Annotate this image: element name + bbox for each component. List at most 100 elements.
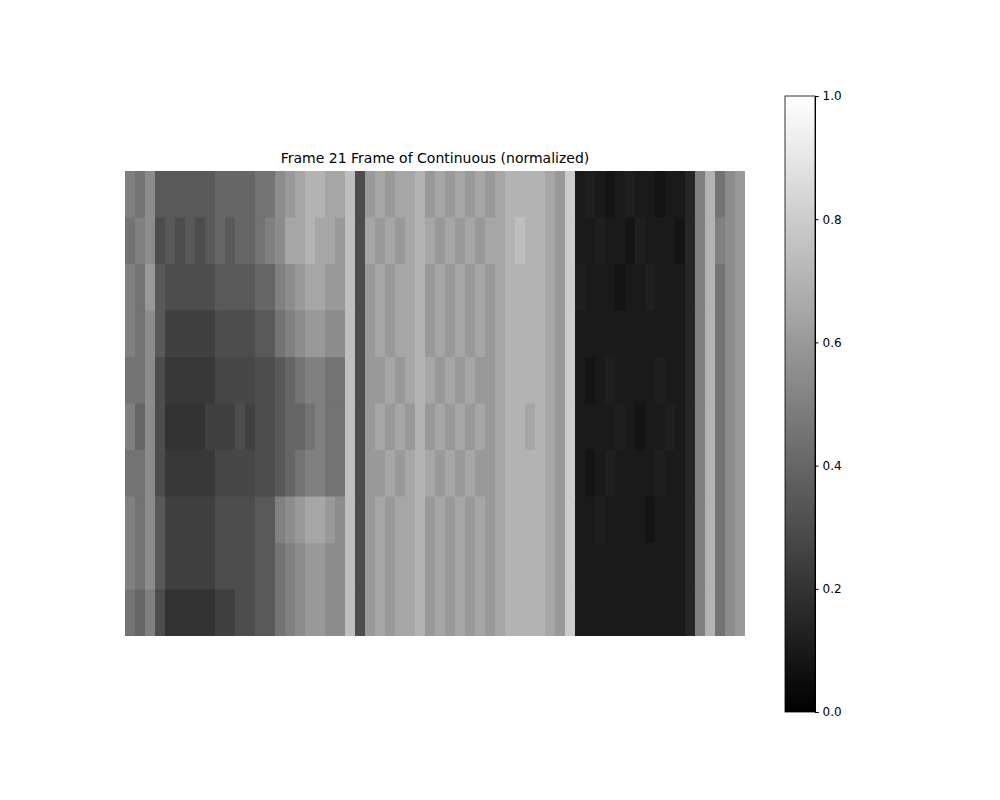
colorbar-tick-mark	[815, 342, 819, 343]
heatmap-cell	[725, 404, 736, 451]
heatmap-cell	[315, 218, 326, 265]
heatmap-cell	[715, 311, 726, 358]
heatmap-cell	[735, 404, 745, 451]
heatmap-cell	[475, 264, 486, 311]
heatmap-cell	[495, 497, 506, 544]
heatmap-cell	[235, 497, 246, 544]
colorbar-tick-mark	[815, 712, 819, 713]
heatmap-cell	[265, 543, 276, 590]
heatmap-cell	[485, 590, 496, 637]
heatmap-cell	[305, 264, 316, 311]
heatmap-cell	[325, 357, 336, 404]
heatmap-cell	[345, 543, 356, 590]
heatmap-cell	[125, 171, 136, 218]
heatmap-cell	[585, 264, 596, 311]
heatmap-cell	[525, 264, 536, 311]
heatmap-cell	[385, 590, 396, 637]
heatmap-cell	[245, 590, 256, 637]
heatmap-cell	[125, 543, 136, 590]
heatmap-cell	[475, 171, 486, 218]
heatmap-cell	[515, 171, 526, 218]
heatmap-cell	[505, 450, 516, 497]
heatmap-cell	[385, 311, 396, 358]
heatmap-cell	[375, 264, 386, 311]
heatmap-cell	[365, 357, 376, 404]
heatmap-cell	[225, 450, 236, 497]
heatmap-cell	[365, 404, 376, 451]
heatmap-cell	[175, 171, 186, 218]
heatmap-cell	[675, 264, 686, 311]
heatmap-cell	[495, 450, 506, 497]
heatmap-cell	[335, 543, 346, 590]
heatmap-cell	[695, 590, 706, 637]
heatmap-cell	[365, 218, 376, 265]
colorbar-tick-mark	[815, 466, 819, 467]
heatmap-cell	[575, 450, 586, 497]
heatmap-cell	[405, 311, 416, 358]
heatmap-cell	[545, 218, 556, 265]
heatmap-cell	[405, 590, 416, 637]
heatmap-cell	[525, 311, 536, 358]
heatmap-cell	[525, 543, 536, 590]
heatmap-cell	[695, 404, 706, 451]
heatmap-cell	[535, 171, 546, 218]
heatmap-cell	[365, 450, 376, 497]
heatmap-cell	[625, 497, 636, 544]
heatmap-cell	[295, 590, 306, 637]
heatmap-cell	[565, 264, 576, 311]
heatmap-cell	[645, 218, 656, 265]
heatmap-cell	[445, 450, 456, 497]
heatmap-cell	[495, 311, 506, 358]
heatmap-cell	[585, 357, 596, 404]
heatmap-cell	[435, 357, 446, 404]
heatmap-cell	[585, 450, 596, 497]
heatmap-cell	[255, 543, 266, 590]
heatmap-cell	[305, 590, 316, 637]
heatmap-cell	[645, 450, 656, 497]
heatmap-cell	[185, 497, 196, 544]
heatmap-cell	[205, 311, 216, 358]
heatmap-cell	[215, 543, 226, 590]
heatmap-cells	[125, 171, 745, 636]
heatmap-cell	[245, 357, 256, 404]
heatmap-cell	[625, 218, 636, 265]
heatmap-cell	[295, 497, 306, 544]
heatmap-cell	[275, 264, 286, 311]
heatmap-cell	[725, 497, 736, 544]
heatmap-cell	[595, 590, 606, 637]
heatmap-cell	[145, 590, 156, 637]
heatmap-cell	[625, 404, 636, 451]
heatmap-cell	[245, 311, 256, 358]
heatmap-cell	[705, 171, 716, 218]
heatmap-cell	[415, 543, 426, 590]
heatmap-cell	[635, 450, 646, 497]
heatmap-cell	[195, 357, 206, 404]
heatmap-cell	[485, 218, 496, 265]
heatmap-cell	[225, 311, 236, 358]
heatmap-cell	[405, 497, 416, 544]
heatmap-cell	[715, 497, 726, 544]
heatmap-cell	[715, 171, 726, 218]
heatmap-cell	[315, 264, 326, 311]
heatmap-cell	[605, 357, 616, 404]
heatmap-cell	[505, 543, 516, 590]
heatmap-cell	[425, 218, 436, 265]
colorbar-axis: 0.00.20.40.60.81.0	[815, 89, 842, 719]
heatmap-cell	[565, 404, 576, 451]
heatmap-cell	[635, 543, 646, 590]
heatmap-cell	[235, 218, 246, 265]
heatmap-cell	[395, 264, 406, 311]
heatmap-cell	[495, 218, 506, 265]
heatmap-cell	[315, 311, 326, 358]
heatmap-cell	[215, 404, 226, 451]
heatmap-cell	[625, 311, 636, 358]
heatmap-cell	[725, 357, 736, 404]
heatmap-cell	[355, 357, 366, 404]
heatmap-cell	[175, 543, 186, 590]
heatmap-cell	[715, 404, 726, 451]
heatmap-cell	[275, 171, 286, 218]
heatmap-cell	[455, 404, 466, 451]
heatmap-cell	[445, 357, 456, 404]
heatmap-cell	[175, 590, 186, 637]
heatmap-cell	[465, 404, 476, 451]
